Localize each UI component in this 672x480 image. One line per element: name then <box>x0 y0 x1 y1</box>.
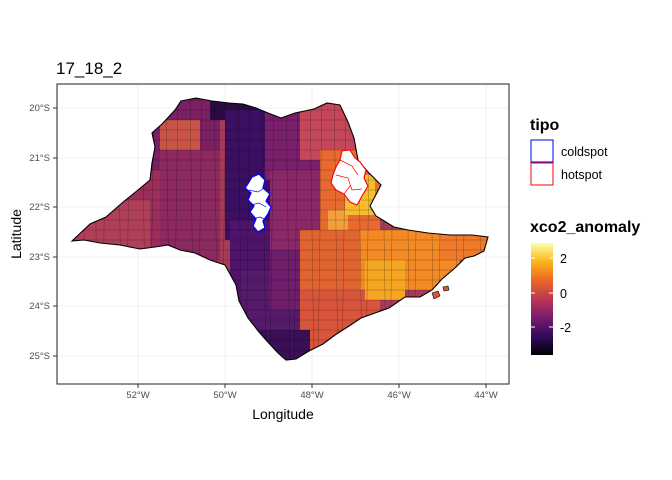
x-tick-label: 46°W <box>387 390 410 401</box>
plot-panel-border <box>56 83 510 385</box>
y-tick-label: 22°S <box>29 202 50 213</box>
colorbar-label: 2 <box>560 252 567 266</box>
y-tick-label: 24°S <box>29 301 50 312</box>
legend-hotspot-label: hotspot <box>561 168 603 182</box>
x-tick-label: 48°W <box>300 390 323 401</box>
legend-coldspot-key <box>530 139 554 163</box>
colorbar <box>531 243 553 355</box>
legend-colorbar: xco2_anomaly 2 0 -2 <box>530 219 640 355</box>
y-tick-label: 21°S <box>29 153 50 164</box>
hotspot-region <box>330 149 369 206</box>
x-axis-title: Longitude <box>252 406 314 422</box>
x-tick-label: 52°W <box>126 390 149 401</box>
legend-tipo: tipo coldspot hotspot <box>530 117 608 186</box>
plot-title: 17_18_2 <box>56 59 122 78</box>
y-tick-label: 23°S <box>29 252 50 263</box>
x-tick-label: 50°W <box>213 390 236 401</box>
y-axis-title: Latitude <box>8 209 24 259</box>
hotspot-inner-borders <box>335 159 363 195</box>
coastal-islands <box>431 285 450 300</box>
colorbar-label: -2 <box>560 321 571 335</box>
legend-hotspot-key <box>530 162 554 186</box>
colorbar-ticks <box>531 257 553 328</box>
y-tick-label: 20°S <box>29 103 50 114</box>
coldspot-inner-borders <box>248 187 267 221</box>
legend-coldspot-label: coldspot <box>561 145 608 159</box>
x-tick-label: 44°W <box>474 390 497 401</box>
y-tick-label: 25°S <box>29 351 50 362</box>
axis-tick-marks <box>53 107 487 388</box>
legend-tipo-title: tipo <box>530 117 560 134</box>
colorbar-label: 0 <box>560 287 567 301</box>
legend-colorbar-title: xco2_anomaly <box>530 219 640 236</box>
